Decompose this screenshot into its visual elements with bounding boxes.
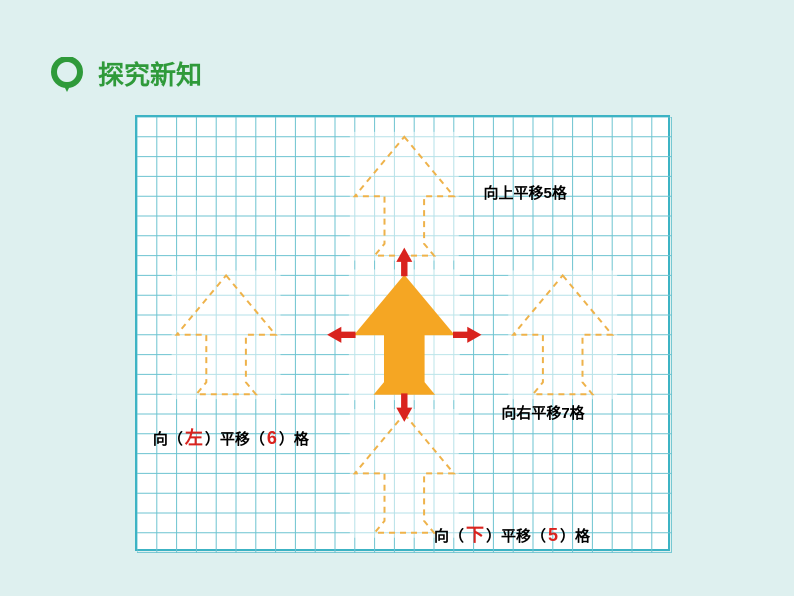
grid-svg-canvas (137, 117, 672, 553)
translation-label: 向（左）平移（6）格 (153, 424, 309, 450)
section-title: 探究新知 (98, 55, 202, 92)
translation-label: 向（下）平移（5）格 (434, 521, 590, 547)
translation-label: 向右平移7格 (501, 402, 584, 423)
translation-label: 向上平移5格 (484, 182, 567, 203)
translation-grid-diagram: 向上平移5格向右平移7格向（左）平移（6）格向（下）平移（5）格 (135, 115, 670, 551)
bullet-ring-icon (50, 57, 84, 91)
section-header: 探究新知 (50, 55, 202, 92)
